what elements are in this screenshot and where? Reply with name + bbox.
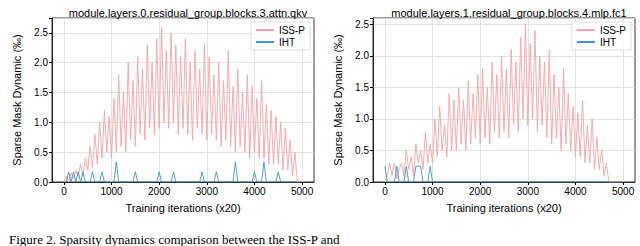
svg-text:1000: 1000	[100, 186, 123, 197]
svg-text:module.layers.1.residual_group: module.layers.1.residual_group.blocks.4.…	[391, 7, 626, 19]
svg-text:module.layers.0.residual_group: module.layers.0.residual_group.blocks.3.…	[69, 7, 308, 19]
svg-text:1.5: 1.5	[34, 87, 48, 98]
svg-text:5000: 5000	[291, 186, 314, 197]
svg-text:IHT: IHT	[279, 37, 295, 48]
svg-text:2.0: 2.0	[34, 57, 48, 68]
svg-text:IHT: IHT	[600, 37, 616, 48]
svg-text:Sparse Mask Dynamic (‰): Sparse Mask Dynamic (‰)	[332, 34, 344, 165]
svg-text:3000: 3000	[517, 186, 540, 197]
svg-text:Training iterations (x20): Training iterations (x20)	[125, 202, 240, 214]
svg-text:Figure 2. Sparsity dynamics co: Figure 2. Sparsity dynamics comparison b…	[9, 232, 340, 246]
svg-text:0.0: 0.0	[355, 177, 369, 188]
svg-text:1.0: 1.0	[34, 117, 48, 128]
svg-text:2000: 2000	[469, 186, 492, 197]
svg-text:2.5: 2.5	[355, 19, 369, 30]
svg-text:0.5: 0.5	[34, 147, 48, 158]
svg-text:0: 0	[61, 186, 67, 197]
svg-text:ISS-P: ISS-P	[279, 25, 305, 36]
svg-text:0.0: 0.0	[34, 177, 48, 188]
svg-text:1.5: 1.5	[355, 82, 369, 93]
svg-text:2000: 2000	[148, 186, 171, 197]
svg-text:2.0: 2.0	[355, 50, 369, 61]
svg-text:Sparse Mask Dynamic (‰): Sparse Mask Dynamic (‰)	[11, 34, 23, 165]
svg-text:3000: 3000	[196, 186, 219, 197]
svg-text:4000: 4000	[243, 186, 266, 197]
svg-text:1000: 1000	[421, 186, 444, 197]
svg-text:ISS-P: ISS-P	[600, 25, 626, 36]
svg-text:1.0: 1.0	[355, 113, 369, 124]
svg-text:0.5: 0.5	[355, 145, 369, 156]
svg-text:5000: 5000	[612, 186, 635, 197]
svg-text:Training iterations (x20): Training iterations (x20)	[446, 202, 561, 214]
svg-text:4000: 4000	[564, 186, 587, 197]
svg-text:2.5: 2.5	[34, 27, 48, 38]
svg-text:0: 0	[382, 186, 388, 197]
